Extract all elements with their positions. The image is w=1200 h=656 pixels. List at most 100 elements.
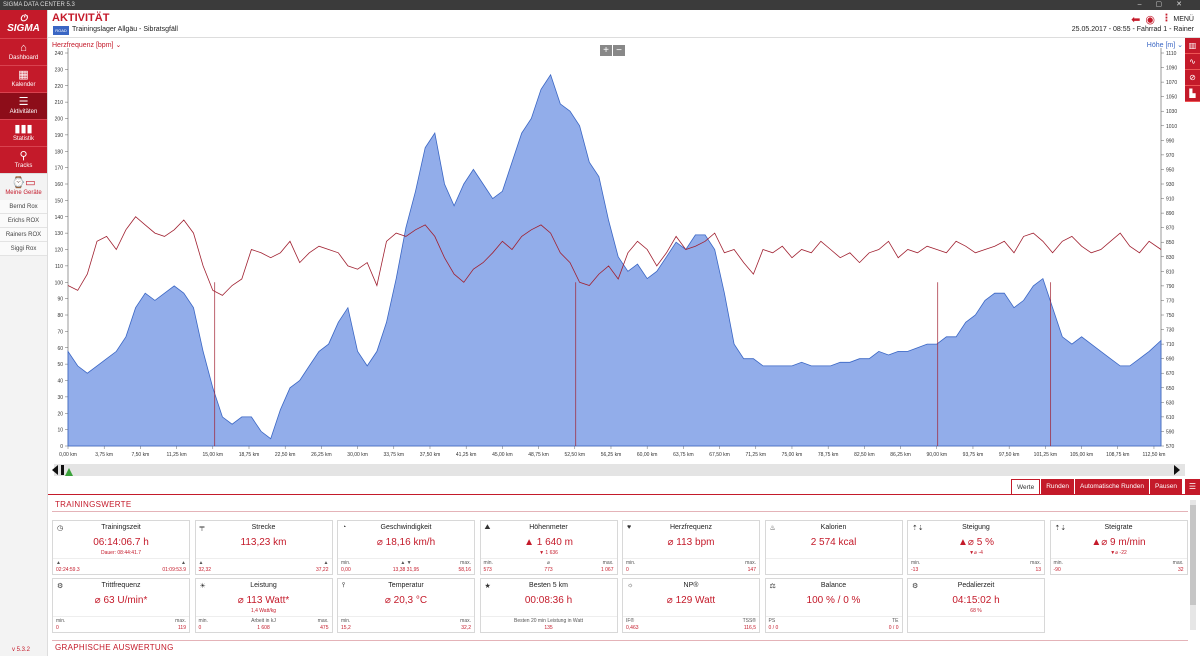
- left-axis-tick-label: 20: [57, 411, 63, 417]
- x-axis-tick-label: 93,75 km: [963, 452, 984, 458]
- x-axis-tick-label: 33,75 km: [383, 452, 404, 458]
- heart-rate-line: [67, 216, 1162, 296]
- stat-value: 00:08:36 h: [524, 595, 573, 606]
- sidebar-item-dashboard[interactable]: ⌂ Dashboard: [0, 38, 47, 65]
- left-axis-tick-label: 30: [57, 395, 63, 401]
- activity-meta: 25.05.2017 - 08:55 - Fahrrad 1 - Rainer: [1071, 26, 1194, 33]
- speedometer-icon: ◔: [342, 524, 347, 531]
- tab-runden[interactable]: Runden: [1041, 479, 1074, 495]
- right-axis-tick-label: 750: [1166, 313, 1175, 319]
- stat-footer-label: ▲: [323, 560, 329, 566]
- stat-footer-value: -90: [1053, 567, 1061, 573]
- menu-button[interactable]: ⋮ MENÜ: [1161, 13, 1194, 24]
- x-axis-tick-label: 90,00 km: [926, 452, 947, 458]
- left-axis-tick-label: 230: [55, 67, 64, 73]
- stat-footer-label: min.: [341, 618, 351, 624]
- scroll-thumb[interactable]: [1190, 505, 1196, 605]
- x-axis-tick-label: 41,25 km: [456, 452, 477, 458]
- slider-right-arrow-icon[interactable]: [1174, 465, 1180, 475]
- stat-footer-value: 135: [544, 625, 553, 631]
- stat-footer: min. -90 max. 32: [1050, 558, 1187, 574]
- stat-footer-label: min.: [56, 618, 66, 624]
- device-item[interactable]: Siggi Rox: [0, 242, 47, 256]
- sidebar-item-calendar[interactable]: ▦ Kalender: [0, 65, 47, 92]
- activity-user: Rainer: [1173, 26, 1194, 33]
- left-axis-tick-label: 140: [55, 215, 64, 221]
- stat-footer-label: min.: [198, 618, 208, 624]
- left-axis-title[interactable]: Herzfrequenz [bpm] ⌄: [52, 42, 122, 49]
- x-axis-tick-label: 101,25 km: [1034, 452, 1057, 458]
- x-axis-tick-label: 75,00 km: [782, 452, 803, 458]
- divider: [52, 640, 1188, 641]
- range-start-handle[interactable]: [65, 468, 73, 476]
- back-arrow-icon[interactable]: ⬅: [1131, 14, 1146, 26]
- sidebar-item-label: Dashboard: [8, 55, 39, 61]
- stat-footer: min. 0,00 ▲ ▼ 13,38 31,95 max. 58,16: [338, 558, 474, 574]
- camera-icon[interactable]: ◉: [1145, 14, 1160, 26]
- heart-icon: ♥: [627, 524, 632, 531]
- chart-canvas[interactable]: 0 10 20 30 40 50 60 70 80 90 100 110 120 130 140 150 160…: [48, 38, 1185, 478]
- window-controls[interactable]: –▢✕: [1137, 1, 1196, 8]
- stat-footer-value: 119: [178, 625, 186, 631]
- thermometer-icon: ⫯: [342, 582, 346, 589]
- stat-footer-label: min.: [483, 560, 493, 566]
- stat-card: ⚖ Balance 100 % / 0 % PS 0 / 0 TE 0 / 0: [764, 578, 903, 633]
- stat-footer-value: -13: [911, 567, 919, 573]
- tab-bar: Werte Runden Automatische Runden Pausen: [1010, 479, 1183, 495]
- x-axis-tick-label: 97,50 km: [999, 452, 1020, 458]
- stat-value: 04:15:02 h: [952, 595, 1000, 606]
- stat-footer: min. 573 ⌀ 773 max. 1 067: [480, 558, 617, 574]
- activity-chart[interactable]: Herzfrequenz [bpm] ⌄ Höhe [m] ⌄ + − 0 10 20…: [48, 38, 1185, 478]
- x-axis-tick-label: 15,00 km: [203, 452, 224, 458]
- slider-left-arrow-icon[interactable]: [52, 465, 58, 475]
- map-icon[interactable]: ▥: [1185, 38, 1200, 54]
- left-axis-tick-label: 200: [55, 117, 64, 123]
- device-item[interactable]: Bernd Rox: [0, 200, 47, 214]
- stat-footer-value: 15,2: [341, 625, 351, 631]
- stat-footer-value: 0 / 0: [768, 625, 779, 631]
- activity-date: 25.05.2017: [1071, 26, 1107, 33]
- sidebar-item-activities[interactable]: ☰ Aktivitäten: [0, 92, 47, 119]
- right-axis-tick-label: 970: [1166, 153, 1175, 159]
- sidebar-item-label: Statistik: [12, 136, 34, 142]
- right-axis-tick-label: 630: [1166, 400, 1175, 406]
- sidebar-item-tracks[interactable]: ⚲ Tracks: [0, 146, 47, 173]
- stat-footer-value: 0,463: [626, 625, 639, 631]
- left-axis-tick-label: 40: [57, 379, 63, 385]
- right-axis-tick-label: 590: [1166, 429, 1175, 435]
- tab-werte[interactable]: Werte: [1011, 479, 1041, 495]
- road-icon: ╤: [199, 524, 205, 531]
- tab-automatische-runden[interactable]: Automatische Runden: [1075, 479, 1149, 495]
- range-handle-bar[interactable]: [61, 465, 64, 475]
- sidebar-item-statistics[interactable]: ▮▮▮ Statistik: [0, 119, 47, 146]
- bar-chart-icon[interactable]: ▙: [1185, 86, 1200, 102]
- left-axis-tick-label: 160: [55, 182, 64, 188]
- sidebar-item-devices[interactable]: ⌚▭ Meine Geräte: [0, 173, 47, 200]
- right-axis-tick-label: 1090: [1166, 66, 1177, 72]
- stat-footer: min. 0 max. 147: [623, 558, 759, 574]
- stat-footer-value: 573: [483, 567, 492, 573]
- vertical-scrollbar[interactable]: [1190, 500, 1196, 630]
- right-axis-tick-label: 570: [1166, 444, 1175, 450]
- stat-footer-value: 475: [320, 625, 329, 631]
- compare-icon[interactable]: ⊘: [1185, 70, 1200, 86]
- zoom-in-button[interactable]: +: [600, 45, 612, 56]
- balance-icon: ⚖: [769, 583, 776, 590]
- tab-menu-icon[interactable]: ☰: [1185, 479, 1200, 495]
- right-axis-tick-label: 770: [1166, 298, 1175, 304]
- sigma-logo: ⏻ SIGMA: [0, 10, 47, 38]
- stat-footer-label: ▲: [181, 560, 186, 566]
- stat-value: 100 % / 0 %: [806, 595, 861, 606]
- zoom-out-button[interactable]: −: [613, 45, 625, 56]
- stat-subvalue: ▼ 1 636: [539, 550, 558, 556]
- curve-icon[interactable]: ∿: [1185, 54, 1200, 70]
- range-slider-track[interactable]: [54, 464, 1185, 476]
- x-axis-tick-label: 60,00 km: [637, 452, 658, 458]
- device-item[interactable]: Rainers ROX: [0, 228, 47, 242]
- stat-footer-value: 147: [747, 567, 756, 573]
- device-item[interactable]: Erichs ROX: [0, 214, 47, 228]
- tab-pausen[interactable]: Pausen: [1149, 479, 1183, 495]
- stat-card: ⚙ Trittfrequenz ⌀ 63 U/min* min. 0 max. 119: [52, 578, 190, 633]
- right-axis-title[interactable]: Höhe [m] ⌄: [1146, 42, 1183, 49]
- stat-footer-value: 1 067: [600, 567, 614, 573]
